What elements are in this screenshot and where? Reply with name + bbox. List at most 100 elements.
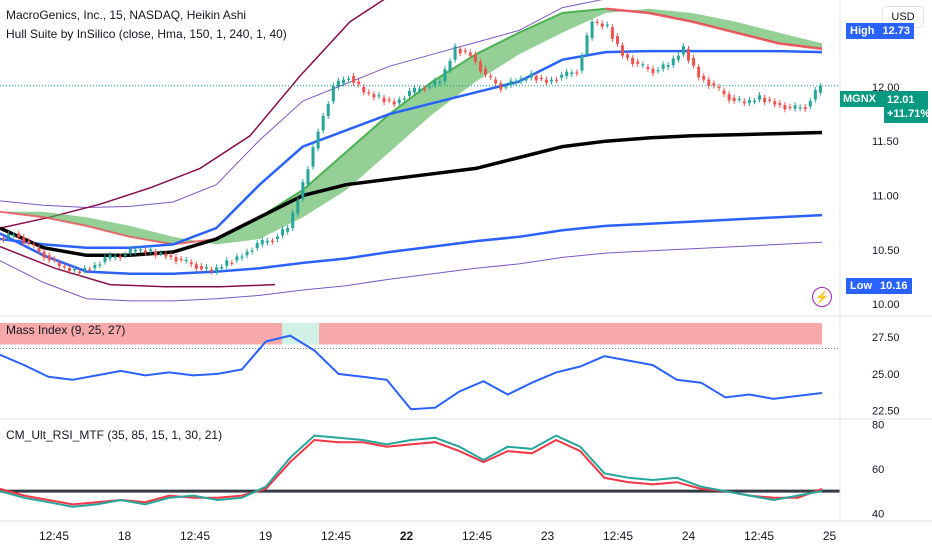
lightning-icon[interactable]: ⚡ — [812, 287, 832, 307]
last-price-tag: 12.01 +11.71% — [884, 91, 930, 123]
candle-body — [144, 250, 148, 253]
candle-body — [605, 24, 609, 26]
mass-index-legend[interactable]: Mass Index (9, 25, 27) — [6, 323, 125, 338]
candle-body — [484, 68, 488, 75]
keltner-lower-line — [0, 245, 276, 288]
candle-body — [788, 106, 792, 109]
candle-body — [676, 55, 680, 60]
candle-body — [73, 268, 77, 271]
candle-body — [179, 258, 183, 261]
hull-suite-legend-text: Hull Suite by InSilico (close, Hma, 150,… — [6, 27, 287, 41]
low-price-tag: Low 10.16 — [846, 278, 912, 294]
candle-body — [585, 35, 589, 55]
candle-body — [656, 70, 660, 72]
candle-body — [610, 27, 614, 39]
candle-body — [402, 98, 406, 100]
candle-body — [550, 79, 553, 82]
candle-body — [818, 85, 822, 93]
time-tick-label: 19 — [259, 529, 273, 543]
price-tick-label: 11.00 — [872, 191, 899, 203]
candle-body — [661, 64, 665, 69]
candle-body — [717, 86, 721, 89]
candle-body — [118, 256, 122, 258]
candle-body — [204, 267, 208, 269]
candle-body — [793, 105, 797, 109]
candle-body — [93, 265, 97, 269]
rsi-pane — [0, 434, 840, 508]
mass-index-threshold-band — [0, 323, 822, 345]
candle-body — [615, 36, 619, 44]
candle-body — [291, 212, 295, 229]
price-pane — [0, 0, 840, 302]
candle-body — [316, 131, 320, 149]
candle-body — [276, 236, 279, 239]
candle-body — [778, 103, 782, 105]
candle-body — [413, 87, 416, 93]
rsi-legend[interactable]: CM_Ult_RSI_MTF (35, 85, 15, 1, 30, 21) — [6, 428, 222, 443]
candle-body — [783, 105, 787, 110]
candle-body — [255, 243, 259, 249]
mass-index-tick-label: 25.00 — [872, 369, 900, 381]
last-price-value: 12.01 — [887, 94, 915, 106]
candle-body — [529, 73, 533, 78]
candle-body — [174, 257, 178, 262]
candle-body — [768, 99, 772, 101]
candle-body — [270, 240, 274, 242]
candle-body — [311, 147, 315, 167]
candle-body — [524, 79, 528, 81]
candle-body — [347, 78, 351, 80]
candle-body — [128, 249, 132, 254]
candle-body — [631, 57, 635, 65]
candle-body — [250, 250, 254, 252]
candle-body — [326, 103, 330, 116]
candle-body — [580, 55, 584, 71]
candle-body — [727, 94, 731, 101]
candle-body — [504, 86, 508, 88]
candle-body — [139, 249, 142, 251]
time-tick-label: 18 — [118, 529, 132, 543]
candle-body — [164, 254, 168, 257]
candle-body — [377, 95, 381, 97]
candle-body — [428, 86, 432, 88]
candle-body — [397, 99, 401, 104]
candle-body — [737, 98, 741, 100]
symbol-legend[interactable]: MacroGenics, Inc., 15, NASDAQ, Heikin As… — [6, 8, 246, 23]
hull-line-down-segment-late — [605, 7, 823, 51]
candle-body — [98, 264, 102, 266]
candle-body — [286, 228, 290, 232]
candle-body — [798, 107, 802, 109]
candle-body — [692, 57, 696, 66]
candle-body — [67, 267, 71, 272]
candle-body — [758, 95, 762, 100]
mass-index-tick-label: 27.50 — [872, 332, 900, 344]
candle-body — [539, 77, 543, 80]
outer-band-upper-line — [0, 0, 603, 209]
high-label: High — [850, 25, 875, 37]
candle-body — [235, 256, 239, 261]
low-label: Low — [850, 280, 872, 292]
candle-body — [149, 249, 153, 252]
low-value: 10.16 — [880, 280, 908, 292]
time-tick-label: 25 — [823, 529, 837, 543]
candle-body — [230, 262, 234, 265]
time-tick-label: 12:45 — [39, 529, 69, 543]
candle-body — [336, 80, 340, 87]
candle-body — [88, 269, 92, 271]
hull-suite-legend[interactable]: Hull Suite by InSilico (close, Hma, 150,… — [6, 27, 287, 42]
candle-body — [514, 81, 518, 84]
candle-body — [433, 80, 437, 86]
candle-body — [47, 255, 51, 261]
time-tick-label: 12:45 — [462, 529, 492, 543]
candle-body — [418, 88, 422, 91]
outer-band-lower-line — [0, 241, 823, 302]
mass-index-highlight-band — [282, 323, 319, 345]
candle-body — [210, 269, 214, 272]
mass-index-tick-label: 22.50 — [872, 406, 900, 418]
candle-body — [565, 71, 569, 77]
candle-body — [7, 234, 11, 238]
symbol-price-tag: MGNX — [840, 91, 886, 107]
candle-body — [443, 69, 447, 82]
candle-body — [712, 83, 716, 86]
candle-body — [544, 79, 548, 83]
